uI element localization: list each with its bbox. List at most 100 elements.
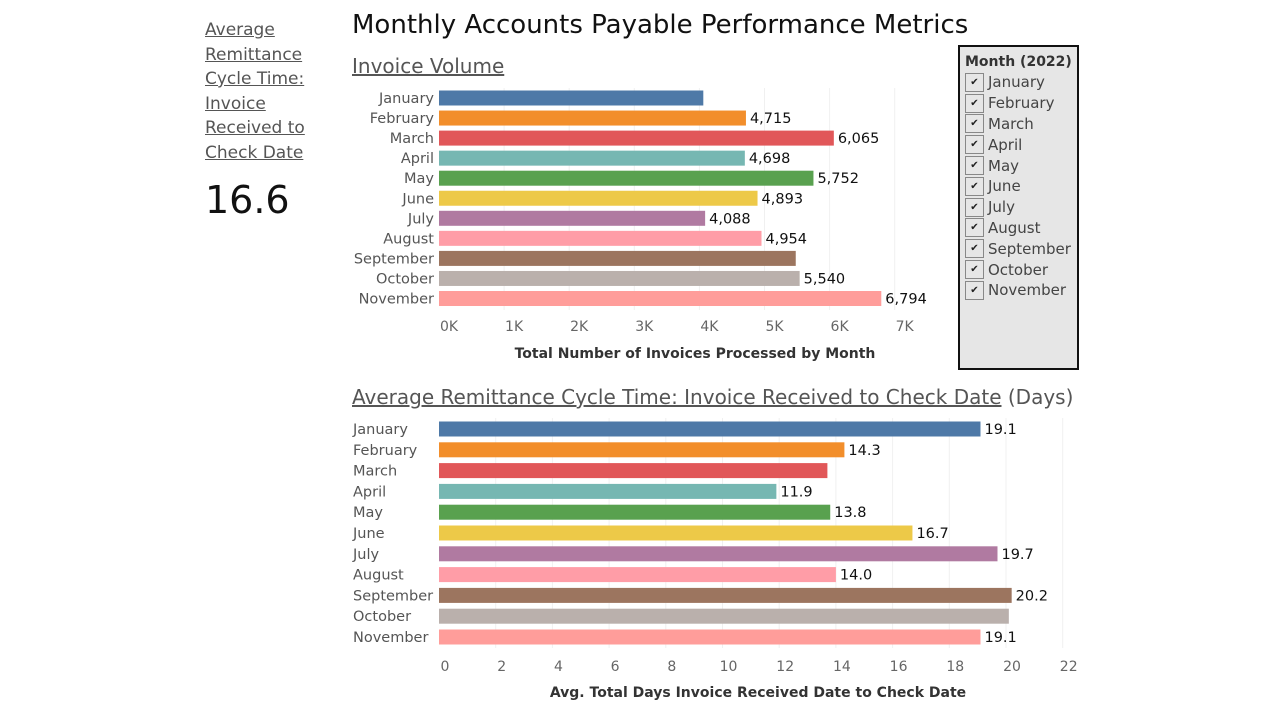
bar-march	[439, 130, 834, 146]
category-label: June	[401, 191, 434, 207]
filter-item-june[interactable]: ✔ June	[965, 176, 1077, 197]
data-label: 19.1	[984, 630, 1016, 646]
invoice-volume-title-text: Invoice Volume	[352, 54, 505, 78]
filter-item-november[interactable]: ✔ November	[965, 280, 1077, 301]
data-label: 5,752	[817, 171, 859, 187]
data-label: 4,893	[762, 191, 804, 207]
x-tick-label: 4	[554, 659, 563, 675]
bar-september	[439, 587, 1012, 603]
checkbox-icon[interactable]: ✔	[965, 218, 984, 238]
x-tick-label: 3K	[635, 319, 654, 335]
x-tick-label: 0	[441, 659, 450, 675]
filter-item-label: August	[988, 218, 1041, 237]
filter-item-label: February	[988, 94, 1055, 113]
category-label: February	[370, 111, 435, 127]
cycle-time-title-suffix: (Days)	[1007, 385, 1074, 409]
checkbox-icon[interactable]: ✔	[965, 197, 984, 217]
x-tick-label: 14	[833, 659, 851, 675]
filter-item-march[interactable]: ✔ March	[965, 114, 1077, 135]
data-label: 14.0	[840, 568, 872, 584]
bar-november	[439, 629, 981, 645]
kpi-title[interactable]: Average Remittance Cycle Time: Invoice R…	[205, 20, 305, 163]
category-label: May	[353, 505, 383, 521]
checkbox-icon[interactable]: ✔	[965, 156, 984, 176]
checkbox-icon[interactable]: ✔	[965, 239, 984, 259]
category-label: July	[352, 547, 379, 563]
filter-item-august[interactable]: ✔ August	[965, 218, 1077, 239]
checkbox-icon[interactable]: ✔	[965, 176, 984, 196]
filter-item-label: November	[988, 281, 1067, 300]
x-tick-label: 2	[497, 659, 506, 675]
checkbox-icon[interactable]: ✔	[965, 114, 984, 134]
filter-item-september[interactable]: ✔ September	[965, 238, 1077, 259]
bar-april	[439, 483, 777, 499]
bar-january	[439, 90, 704, 106]
data-label: 6,794	[885, 292, 927, 308]
filter-item-july[interactable]: ✔ July	[965, 197, 1077, 218]
x-tick-label: 6	[611, 659, 620, 675]
filter-item-may[interactable]: ✔ May	[965, 155, 1077, 176]
data-label: 13.8	[834, 505, 866, 521]
bar-november	[439, 291, 882, 306]
category-label: August	[383, 231, 434, 247]
x-tick-label: 16	[890, 659, 908, 675]
checkbox-icon[interactable]: ✔	[965, 93, 984, 113]
x-tick-label: 0K	[440, 319, 459, 335]
category-label: October	[353, 609, 411, 625]
bar-may	[439, 170, 814, 186]
bar-april	[439, 150, 745, 166]
filter-item-april[interactable]: ✔ April	[965, 134, 1077, 155]
x-axis-title: Avg. Total Days Invoice Received Date to…	[550, 685, 966, 701]
data-label: 11.9	[780, 484, 812, 500]
category-label: June	[352, 526, 385, 542]
data-label: 16.7	[916, 526, 948, 542]
x-tick-label: 18	[946, 659, 964, 675]
bar-september	[439, 250, 796, 266]
category-label: July	[407, 211, 434, 227]
x-tick-label: 4K	[700, 319, 719, 335]
data-label: 5,540	[804, 271, 846, 287]
cycle-time-title[interactable]: Average Remittance Cycle Time: Invoice R…	[352, 385, 1073, 409]
category-label: August	[353, 568, 404, 584]
data-label: 20.2	[1016, 588, 1048, 604]
filter-item-label: January	[988, 73, 1045, 92]
x-tick-label: 12	[776, 659, 794, 675]
x-tick-label: 20	[1003, 659, 1021, 675]
data-label: 14.3	[848, 443, 880, 459]
x-tick-label: 8	[667, 659, 676, 675]
bar-march	[439, 463, 828, 479]
kpi-value: 16.6	[205, 178, 290, 222]
x-tick-label: 5K	[765, 319, 784, 335]
category-label: May	[404, 171, 434, 187]
category-label: November	[359, 292, 434, 308]
category-label: February	[353, 443, 418, 459]
category-label: April	[353, 484, 386, 500]
filter-item-label: May	[988, 156, 1020, 175]
checkbox-icon[interactable]: ✔	[965, 260, 984, 280]
data-label: 4,698	[749, 151, 791, 167]
filter-item-february[interactable]: ✔ February	[965, 93, 1077, 114]
category-label: January	[378, 91, 434, 107]
category-label: September	[353, 588, 433, 604]
filter-item-label: June	[988, 177, 1021, 196]
x-tick-label: 22	[1060, 659, 1078, 675]
filter-item-january[interactable]: ✔ January	[965, 72, 1077, 93]
bar-january	[439, 421, 981, 437]
category-label: September	[354, 251, 434, 267]
filter-item-label: March	[988, 114, 1034, 133]
data-label: 4,954	[766, 231, 808, 247]
month-filter-title: Month (2022)	[965, 54, 1072, 70]
checkbox-icon[interactable]: ✔	[965, 72, 984, 92]
x-tick-label: 10	[720, 659, 738, 675]
bar-june	[439, 190, 758, 206]
data-label: 4,088	[709, 211, 751, 227]
filter-item-october[interactable]: ✔ October	[965, 259, 1077, 280]
checkbox-icon[interactable]: ✔	[965, 135, 984, 155]
bar-august	[439, 230, 762, 246]
invoice-volume-title[interactable]: Invoice Volume	[352, 54, 504, 78]
filter-item-label: July	[988, 198, 1015, 217]
x-tick-label: 7K	[896, 319, 915, 335]
checkbox-icon[interactable]: ✔	[965, 280, 984, 300]
data-label: 19.7	[1001, 547, 1033, 563]
category-label: March	[390, 131, 434, 147]
